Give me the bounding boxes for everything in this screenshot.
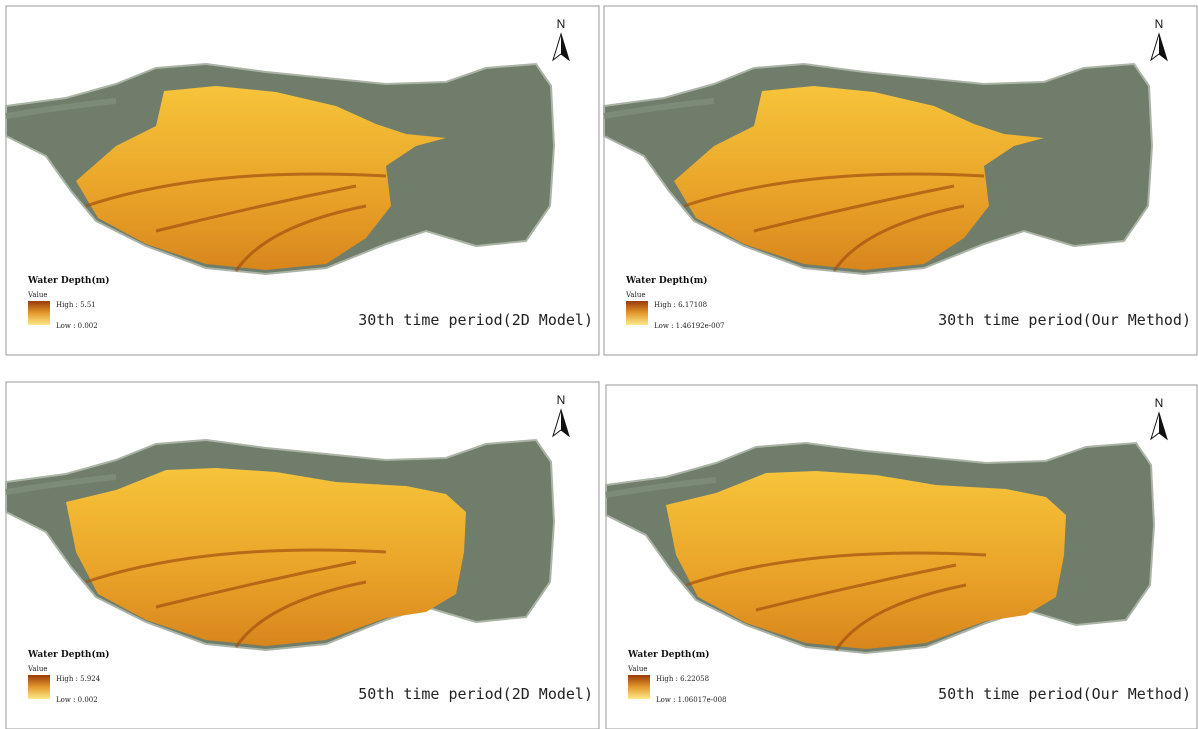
caption: 50th time period(2D Model) — [358, 685, 593, 703]
legend-title: Water Depth(m) — [627, 649, 709, 660]
north-label: N — [557, 17, 566, 31]
legend-value-label: Value — [27, 291, 47, 299]
legend-ramp — [628, 675, 650, 699]
legend-ramp — [28, 675, 50, 699]
caption: 50th time period(Our Method) — [938, 685, 1191, 703]
caption: 30th time period(2D Model) — [358, 311, 593, 329]
legend-high: High : 6.17108 — [654, 301, 707, 309]
map-panel: N Water Depth(m) Value High : 6.22058 Low : … — [606, 385, 1197, 729]
legend-low: Low : 0.002 — [56, 322, 98, 330]
legend-ramp — [28, 301, 50, 325]
map-panel: N Water Depth(m) Value High : 5.924 Low : 0.… — [6, 382, 599, 729]
legend-low: Low : 0.002 — [56, 696, 98, 704]
legend-low: Low : 1.06017e-008 — [656, 696, 726, 704]
legend-value-label: Value — [625, 291, 645, 299]
legend-value-label: Value — [27, 665, 47, 673]
legend-low: Low : 1.46192e-007 — [654, 322, 724, 330]
caption: 30th time period(Our Method) — [938, 311, 1191, 329]
map-panel: N Water Depth(m) Value High : 5.51 Low : 0.0… — [6, 6, 599, 355]
north-label: N — [557, 393, 566, 407]
legend-high: High : 6.22058 — [656, 675, 709, 683]
legend-high: High : 5.924 — [56, 675, 101, 683]
legend-value-label: Value — [627, 665, 647, 673]
legend-high: High : 5.51 — [56, 301, 96, 309]
legend-ramp — [626, 301, 648, 325]
north-label: N — [1155, 396, 1164, 410]
legend-title: Water Depth(m) — [27, 275, 109, 286]
legend-title: Water Depth(m) — [27, 649, 109, 660]
north-label: N — [1155, 17, 1164, 31]
legend-title: Water Depth(m) — [625, 275, 707, 286]
map-panel: N Water Depth(m) Value High : 6.17108 Low : … — [604, 6, 1197, 355]
figure: N Water Depth(m) Value High : 5.51 Low : 0.0… — [0, 0, 1198, 729]
